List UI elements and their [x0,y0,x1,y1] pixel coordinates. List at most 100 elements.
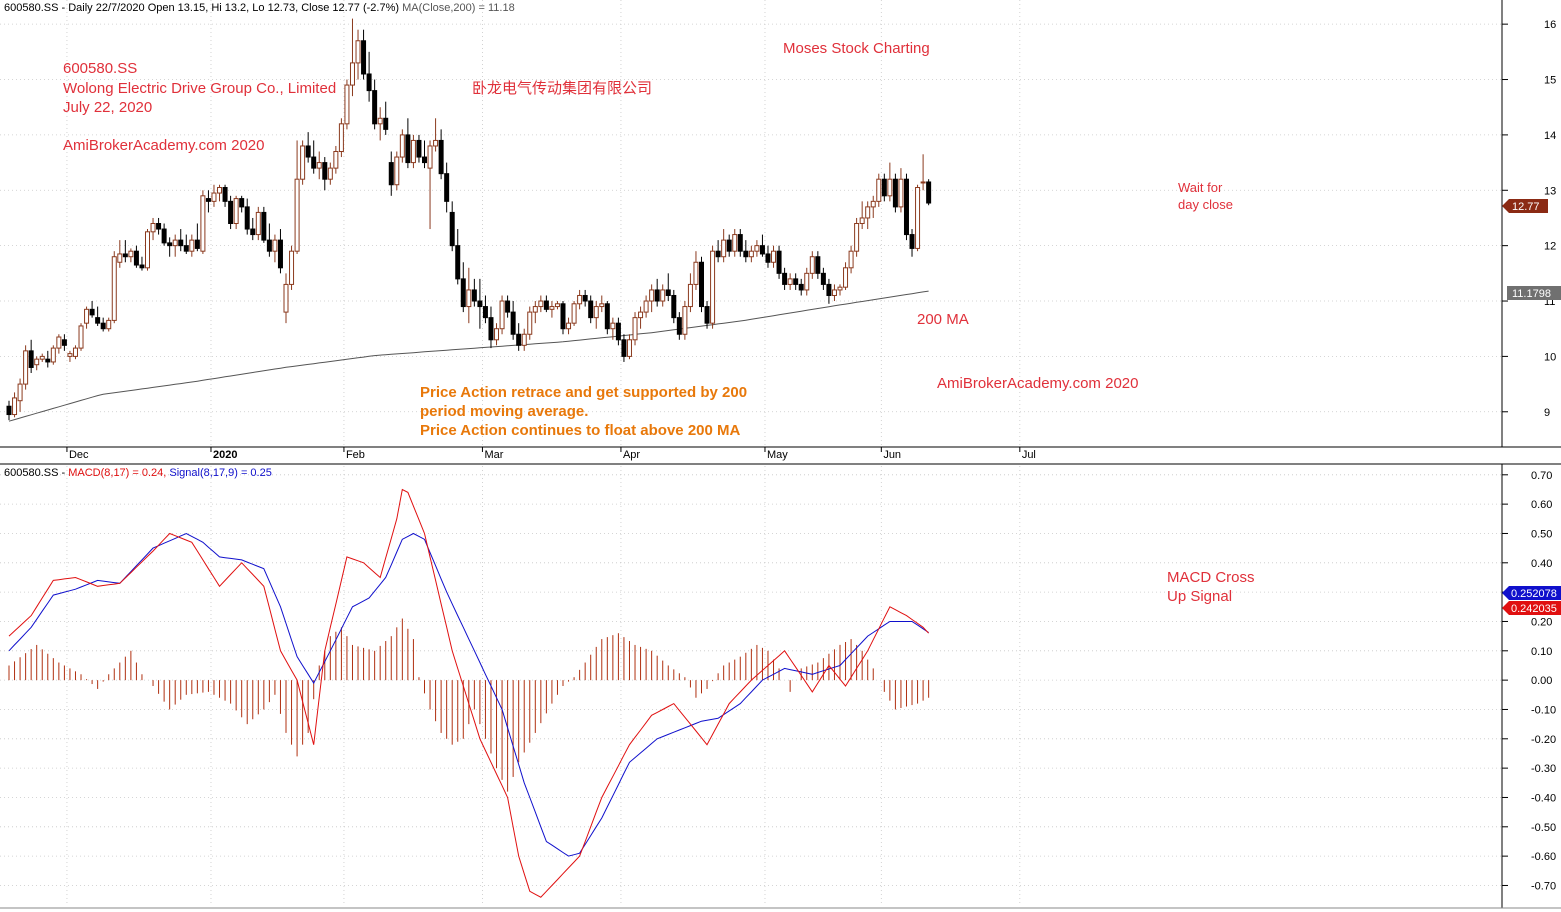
candle-body [477,300,483,308]
annotation-macd-cross-2: Up Signal [1167,588,1232,605]
candle [111,251,117,324]
candle [427,140,433,230]
macd-histogram [8,618,930,792]
candle-body [78,325,84,349]
candle-body [831,289,837,296]
candle-body [881,178,887,197]
candle [45,350,51,368]
candle [748,245,754,263]
candle-body [56,336,62,349]
candle-body [277,239,283,269]
candle-body [449,211,455,247]
candle [394,151,400,191]
candle [6,400,12,421]
candle-body [538,300,544,308]
candle [117,240,123,268]
candle [516,323,522,351]
candle [239,195,245,213]
candle [721,229,727,263]
candle [233,195,239,230]
candle [289,245,295,290]
macd-value-label: 0.242035 [1511,603,1557,615]
candle [577,289,583,310]
candle [444,162,450,213]
candle [161,223,167,246]
candle [50,345,56,365]
candle-body [759,245,765,255]
candle-body [588,300,594,319]
candle [89,301,95,318]
candle [211,184,217,207]
macd-tick-label: 0.70 [1531,470,1552,482]
signal-value-tag [1502,586,1561,600]
candle [815,251,821,279]
candle [809,251,815,279]
signal-value-marker: 0.252078 [1502,586,1561,600]
annotation-wait-line1: Wait for [1178,180,1223,195]
price-pane: 9 10 11 12 13 14 15 16 Dec 2020 Feb Mar Apr May Jun Ju… [0,0,1561,461]
candle [205,190,211,213]
candle-body [433,139,439,147]
candle-body [726,239,732,252]
candle [405,118,411,169]
candle [854,217,860,257]
candle-body [510,311,516,335]
candle [322,157,328,191]
candle-body [560,303,566,330]
candle [538,295,544,313]
candle-body [377,117,383,125]
candle-body [122,253,128,258]
candle-body [416,139,422,158]
candle-body [17,383,23,402]
candle-body [699,261,704,308]
candle-body [604,303,610,330]
candle-body [715,250,721,258]
candle-body [289,250,295,285]
candle-body [693,261,699,285]
candle-body [84,308,90,324]
candle-body [516,333,522,346]
candle-body [338,123,344,153]
x-tick-label: May [767,449,788,461]
candle-body [915,187,921,249]
candle [372,79,378,130]
candle [759,234,765,257]
candle [333,145,339,174]
macd-tick-label: -0.30 [1531,763,1556,775]
candle [676,312,682,340]
candle-body [776,250,782,274]
candle-body [444,173,450,202]
macd-tick-label: -0.10 [1531,704,1556,716]
candle-body [183,245,189,252]
macd-tick-label: 0.60 [1531,499,1552,511]
candle [494,323,500,346]
ma-value-marker: 11.1798 [1507,286,1561,300]
candle [344,79,350,130]
candle [283,273,289,324]
candle-body [466,289,472,308]
candle-body [233,198,239,225]
candle [926,179,932,206]
candle [920,154,926,191]
candle [250,217,256,241]
candle-body [732,234,738,252]
candle-body [410,139,416,164]
candle-body [621,339,627,357]
price-header: 600580.SS - Daily 22/7/2020 Open 13.15, … [4,2,515,14]
candle-body [649,289,655,302]
candle-body [344,84,350,125]
annotation-chinese-name: 卧龙电气传动集团有限公司 [472,80,652,97]
candle [660,284,666,307]
candle-body [6,405,12,416]
macd-tick-label: -0.20 [1531,734,1556,746]
candle-body [782,272,788,285]
candle-body [61,339,67,346]
candle-body [72,347,78,357]
candle [915,184,921,252]
candle [133,245,139,268]
ma200-line [8,290,929,422]
candle [200,190,206,254]
candle [898,168,904,213]
